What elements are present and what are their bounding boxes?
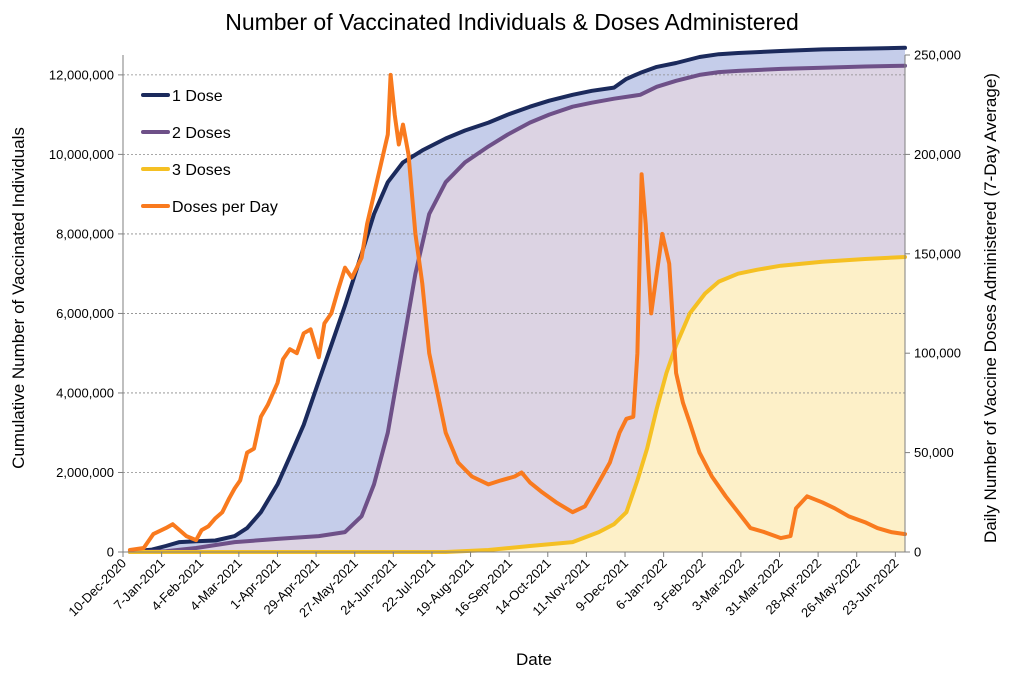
y2-tick-label: 150,000 — [914, 246, 961, 261]
y-tick-label: 12,000,000 — [49, 67, 114, 82]
y2-tick-label: 250,000 — [914, 48, 961, 63]
y-tick-label: 6,000,000 — [56, 306, 114, 321]
x-axis-ticks: 10-Dec-20207-Jan-20214-Feb-20214-Mar-202… — [65, 552, 901, 620]
y-tick-label: 0 — [107, 545, 114, 560]
series-line-1 — [127, 63, 907, 554]
legend-label: 1 Dose — [172, 88, 223, 105]
legend: 1 Dose 2 Doses 3 Doses Doses per Day — [141, 88, 278, 216]
y-axis-left-ticks: 0 2,000,000 4,000,000 6,000,000 8,000,000 10,… — [49, 67, 123, 560]
series-line-2 — [127, 255, 907, 554]
y-tick-label: 2,000,000 — [56, 465, 114, 480]
legend-label: 2 Doses — [172, 125, 231, 142]
y2-tick-label: 0 — [914, 545, 921, 560]
y2-tick-label: 100,000 — [914, 346, 961, 361]
plot-frame — [122, 55, 906, 553]
y-tick-label: 10,000,000 — [49, 147, 114, 162]
y-axis-right-title: Daily Number of Vaccine Doses Administer… — [981, 73, 1000, 543]
x-axis-title: Date — [516, 650, 552, 669]
legend-label: 3 Doses — [172, 162, 231, 179]
y-tick-label: 4,000,000 — [56, 385, 114, 400]
y2-tick-label: 50,000 — [914, 445, 954, 460]
y-tick-label: 8,000,000 — [56, 226, 114, 241]
legend-label: Doses per Day — [172, 199, 278, 216]
series-line-3 — [127, 72, 907, 552]
y-axis-left-title: Cumulative Number of Vaccinated Individu… — [9, 127, 28, 469]
series-line-0 — [127, 45, 907, 554]
y2-tick-label: 200,000 — [914, 147, 961, 162]
chart-title: Number of Vaccinated Individuals & Doses… — [225, 9, 799, 35]
y-axis-right-ticks: 0 50,000 100,000 150,000 200,000 250,000 — [905, 48, 961, 560]
series-lines — [127, 45, 907, 554]
